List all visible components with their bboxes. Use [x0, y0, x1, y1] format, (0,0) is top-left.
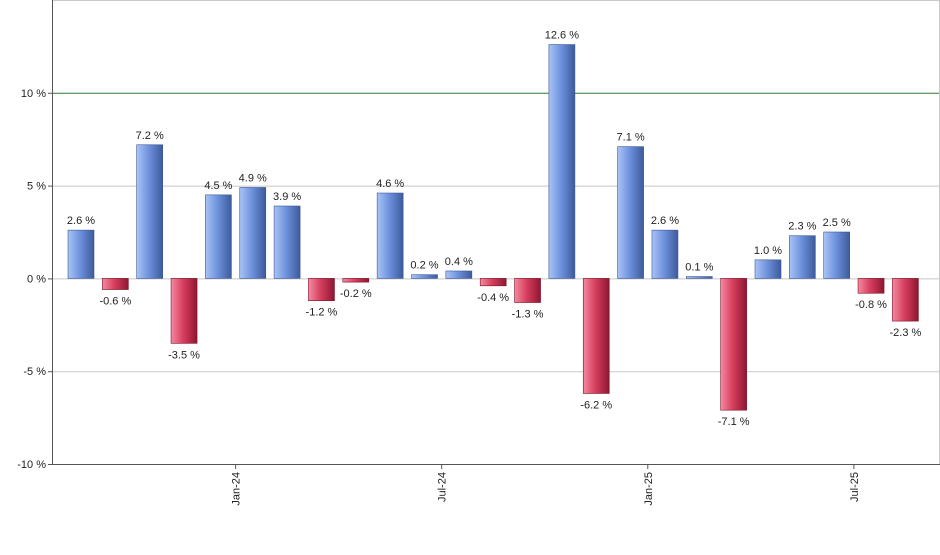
y-tick-label: 0 % — [27, 273, 46, 285]
bar — [823, 231, 851, 279]
x-tick-label: Jul-25 — [849, 472, 861, 502]
bar-value-label: 7.2 % — [136, 130, 164, 142]
bar — [239, 187, 267, 279]
bar-value-label: -0.8 % — [855, 299, 887, 311]
bar-value-label: -3.5 % — [168, 349, 200, 361]
bar-value-label: 3.9 % — [273, 191, 301, 203]
bar-value-label: 7.1 % — [617, 132, 645, 144]
bar-value-label: 0.2 % — [410, 260, 438, 272]
bar — [170, 278, 198, 344]
bar-value-label: -0.6 % — [99, 296, 131, 308]
bar-value-label: 4.9 % — [239, 172, 267, 184]
bar-value-label: -7.1 % — [718, 416, 750, 428]
bar-value-label: -1.3 % — [512, 309, 544, 321]
x-tick-label: Jan-25 — [643, 472, 655, 506]
bar — [205, 194, 232, 279]
bar — [308, 278, 335, 301]
bar — [136, 144, 163, 279]
bar — [720, 278, 747, 411]
bar — [789, 235, 816, 279]
bar-value-label: 1.0 % — [754, 245, 782, 257]
bar — [445, 270, 473, 279]
bar-value-label: 0.1 % — [685, 262, 713, 274]
bar — [651, 229, 679, 279]
bar — [479, 278, 507, 287]
bar-layer — [67, 44, 919, 411]
bar — [857, 278, 885, 294]
bar — [273, 205, 301, 279]
bar — [685, 276, 713, 279]
bar — [754, 259, 782, 279]
label-layer: 2.6 % -0.6 % 7.2 % -3.5 % 4.5 % 4.9 % 3.9 % -1.… — [67, 30, 922, 429]
bar — [342, 278, 370, 283]
bar-value-label: 4.5 % — [204, 180, 232, 192]
bar-value-label: 12.6 % — [545, 30, 579, 42]
x-tick-label: Jan-24 — [231, 472, 243, 506]
bar-value-label: -0.4 % — [477, 292, 509, 304]
bar — [582, 278, 610, 394]
bar — [102, 278, 129, 290]
bar — [892, 278, 919, 322]
bar — [617, 146, 644, 279]
bar-value-label: -0.2 % — [340, 288, 372, 300]
bar — [376, 192, 404, 279]
bar — [548, 44, 576, 279]
y-tick-label: -10 % — [17, 459, 46, 471]
bar-value-label: 2.6 % — [67, 215, 95, 227]
bar — [411, 274, 438, 279]
bar-value-label: -1.2 % — [306, 307, 338, 319]
y-tick-label: 5 % — [27, 181, 46, 193]
bar-value-label: 2.5 % — [823, 217, 851, 229]
bar — [514, 278, 541, 303]
bar-value-label: 2.3 % — [788, 221, 816, 233]
bar-value-label: -6.2 % — [580, 399, 612, 411]
y-tick-label: -5 % — [23, 366, 46, 378]
bar — [67, 229, 95, 279]
y-tick-label: 10 % — [21, 88, 46, 100]
bar-value-label: -2.3 % — [890, 327, 922, 339]
bar-value-label: 2.6 % — [651, 215, 679, 227]
x-tick-label: Jul-24 — [437, 472, 449, 502]
bar-value-label: 0.4 % — [445, 256, 473, 268]
bar-value-label: 4.6 % — [376, 178, 404, 190]
